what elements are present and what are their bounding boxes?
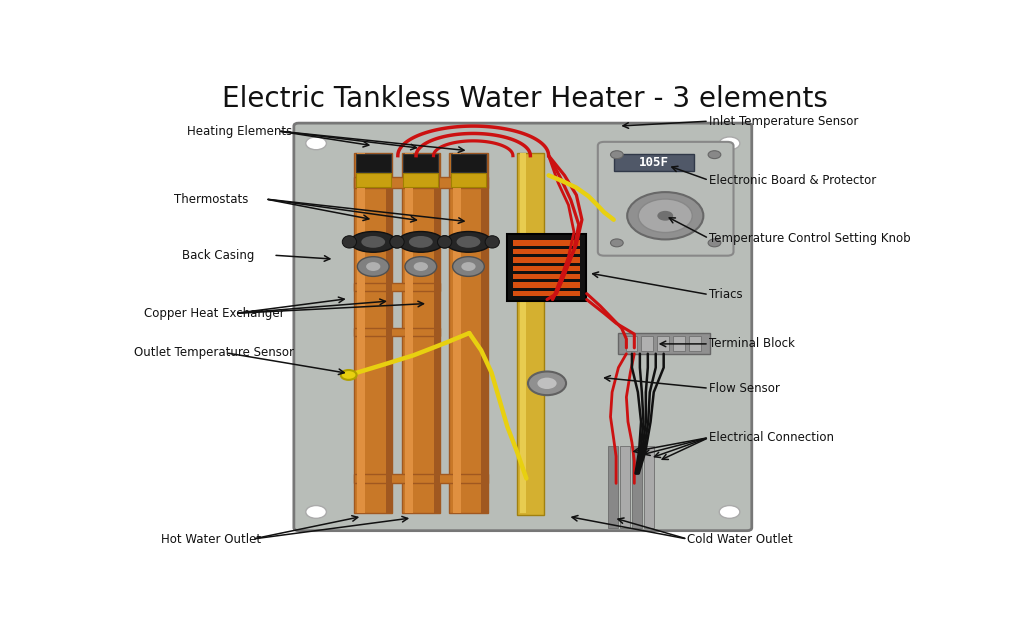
Text: Heating Elements: Heating Elements (186, 125, 292, 138)
Bar (450, 153, 487, 513)
Circle shape (610, 239, 624, 247)
Bar (620, 447, 631, 528)
Circle shape (638, 199, 692, 232)
Bar (354, 328, 440, 335)
Circle shape (657, 211, 673, 221)
Bar (481, 153, 487, 513)
Bar (403, 173, 438, 187)
Ellipse shape (437, 236, 452, 248)
Text: Cold Water Outlet: Cold Water Outlet (687, 532, 794, 545)
Bar (689, 335, 701, 351)
Bar (673, 335, 685, 351)
FancyBboxPatch shape (598, 142, 733, 256)
Bar (355, 173, 391, 187)
Ellipse shape (485, 236, 500, 248)
Bar (641, 335, 653, 351)
Ellipse shape (342, 236, 356, 248)
Text: Flow Sensor: Flow Sensor (709, 381, 780, 395)
Circle shape (719, 506, 740, 518)
Text: Copper Heat Exchanger: Copper Heat Exchanger (143, 307, 285, 320)
Circle shape (709, 150, 721, 159)
Circle shape (461, 262, 475, 271)
Circle shape (610, 150, 624, 159)
Ellipse shape (437, 236, 452, 248)
Circle shape (306, 137, 327, 150)
Bar (618, 333, 710, 354)
Text: Back Casing: Back Casing (182, 249, 254, 262)
Ellipse shape (390, 236, 404, 248)
Bar (404, 153, 413, 513)
Bar (401, 153, 440, 513)
Bar (386, 153, 392, 513)
Ellipse shape (445, 232, 492, 252)
FancyBboxPatch shape (294, 123, 752, 531)
Circle shape (357, 257, 389, 276)
Bar (513, 291, 580, 296)
Bar (507, 234, 586, 301)
Text: Terminal Block: Terminal Block (709, 337, 795, 350)
Ellipse shape (350, 232, 396, 252)
Bar (433, 153, 440, 513)
Bar (513, 266, 580, 271)
Circle shape (306, 506, 327, 518)
Circle shape (719, 137, 740, 150)
Circle shape (367, 262, 380, 271)
Bar (451, 154, 486, 172)
Ellipse shape (397, 232, 443, 252)
Text: Electrical Connection: Electrical Connection (709, 431, 834, 444)
Bar (513, 241, 580, 246)
Ellipse shape (361, 236, 385, 248)
Bar (614, 154, 694, 172)
Bar (403, 154, 438, 172)
Circle shape (537, 377, 557, 390)
Bar (513, 257, 580, 262)
Bar (453, 153, 461, 513)
Bar (513, 282, 580, 288)
Text: Triacs: Triacs (709, 288, 742, 301)
Text: Thermostats: Thermostats (174, 193, 249, 205)
Text: Inlet Temperature Sensor: Inlet Temperature Sensor (709, 115, 858, 127)
Bar (608, 447, 618, 528)
Text: 105F: 105F (639, 156, 669, 169)
Circle shape (341, 370, 356, 380)
Bar (354, 284, 440, 291)
Ellipse shape (457, 236, 480, 248)
Bar (513, 274, 580, 279)
Text: Hot Water Outlet: Hot Water Outlet (162, 532, 261, 545)
Bar (357, 153, 366, 513)
Bar (517, 153, 544, 515)
Ellipse shape (390, 236, 404, 248)
Bar (354, 153, 392, 513)
Ellipse shape (409, 236, 433, 248)
Text: Electronic Board & Protector: Electronic Board & Protector (709, 174, 877, 187)
Bar (520, 153, 526, 513)
Bar (626, 335, 638, 351)
Circle shape (414, 262, 428, 271)
Circle shape (709, 239, 721, 247)
Text: Temperature Control Setting Knob: Temperature Control Setting Knob (709, 232, 910, 245)
Bar (354, 177, 487, 188)
Text: Electric Tankless Water Heater - 3 elements: Electric Tankless Water Heater - 3 eleme… (222, 85, 827, 113)
Bar (644, 447, 654, 528)
Bar (451, 173, 486, 187)
Circle shape (404, 257, 436, 276)
Bar (354, 474, 487, 483)
Bar (632, 447, 642, 528)
Bar (513, 249, 580, 254)
Circle shape (453, 257, 484, 276)
Circle shape (627, 192, 703, 239)
Text: Outlet Temperature Sensor: Outlet Temperature Sensor (134, 346, 294, 359)
Circle shape (528, 371, 566, 395)
Bar (355, 154, 391, 172)
Bar (657, 335, 670, 351)
